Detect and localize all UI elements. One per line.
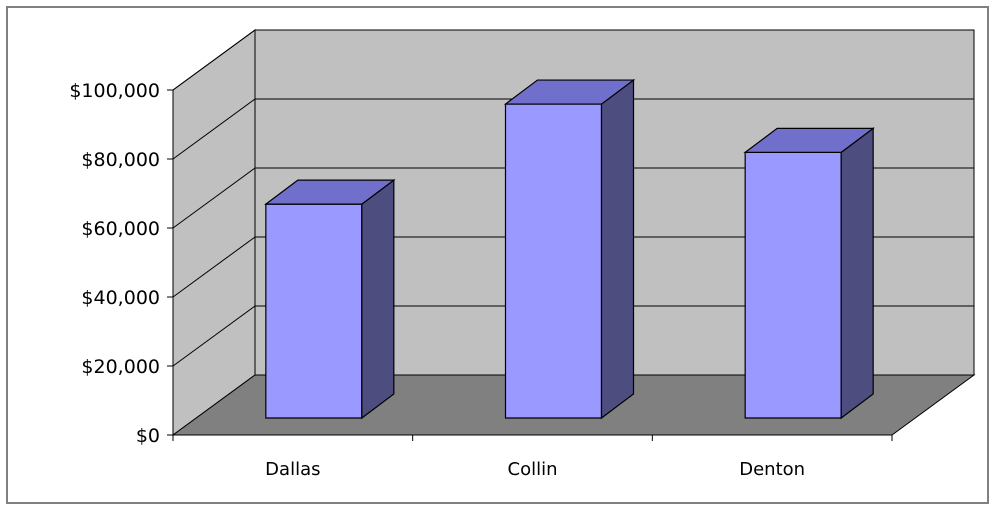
- bar-side: [840, 127, 874, 420]
- gridline-side: [172, 305, 256, 367]
- bar-denton: [743, 127, 875, 420]
- y-tick-label: $60,000: [81, 218, 160, 240]
- gridline-side: [172, 98, 256, 160]
- bar-dallas: [264, 178, 396, 420]
- y-tick-label: $20,000: [81, 356, 160, 378]
- y-tick-label: $100,000: [69, 80, 160, 102]
- bar-front: [504, 103, 603, 419]
- x-axis: Dallas Collin Denton: [172, 434, 893, 480]
- y-tick-label: $80,000: [81, 149, 160, 171]
- y-tick-label: $40,000: [81, 287, 160, 309]
- bar-top: [503, 79, 636, 105]
- bars: [264, 78, 875, 420]
- x-tick-label: Dallas: [265, 459, 320, 480]
- y-axis: $0 $20,000 $40,000 $60,000 $80,000 $100,000: [69, 80, 174, 447]
- x-tick-label: Denton: [739, 459, 805, 480]
- bar-front: [744, 151, 842, 419]
- x-tick-label: Collin: [508, 459, 558, 480]
- bar-side: [600, 78, 635, 420]
- side-wall: [172, 29, 256, 436]
- bar-top: [743, 127, 875, 153]
- gridline-side: [172, 29, 256, 91]
- bar-collin: [503, 78, 636, 420]
- gridline-side: [172, 236, 256, 298]
- bar-side: [361, 178, 395, 420]
- y-tick-label: $0: [136, 425, 160, 447]
- gridline-side: [172, 167, 256, 229]
- bar-top: [264, 179, 396, 205]
- bar-front: [265, 203, 363, 419]
